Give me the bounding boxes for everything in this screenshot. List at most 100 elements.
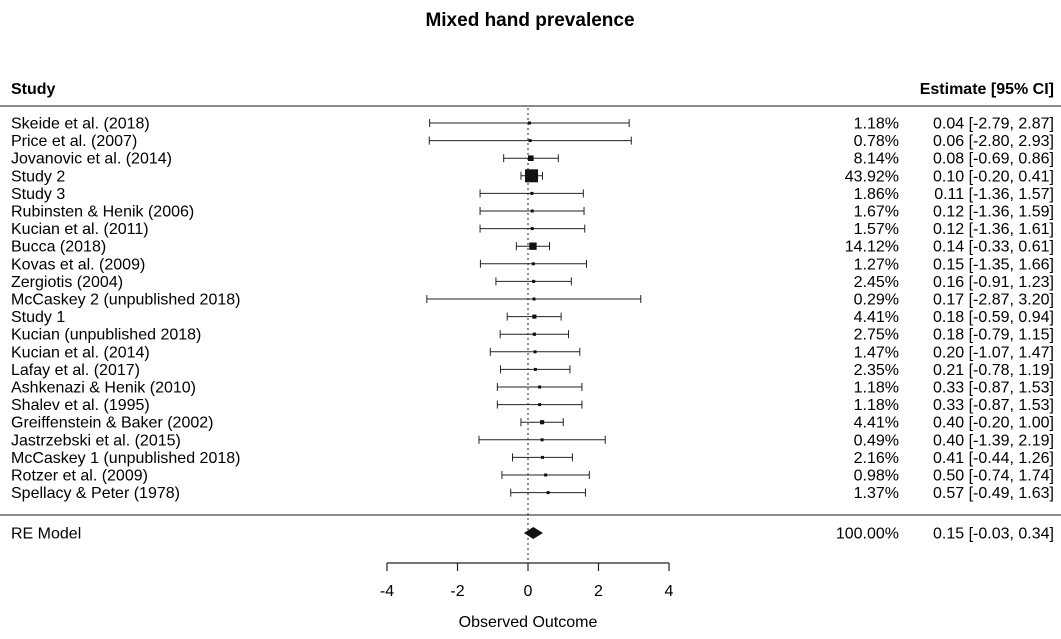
study-name: Study 1 xyxy=(11,309,65,326)
point-estimate xyxy=(529,242,537,250)
study-estimate: 0.08 [-0.69, 0.86] xyxy=(933,151,1054,168)
x-tick-label: 4 xyxy=(665,583,674,600)
study-estimate: 0.14 [-0.33, 0.61] xyxy=(933,239,1054,256)
study-row: Ashkenazi & Henik (2010) 1.18% 0.33 [-0.87… xyxy=(11,380,1054,397)
point-estimate xyxy=(532,279,536,283)
study-name: McCaskey 1 (unpublished 2018) xyxy=(11,450,240,467)
study-weight: 2.16% xyxy=(854,450,899,467)
x-tick-label: 0 xyxy=(524,583,533,600)
study-estimate: 0.41 [-0.44, 1.26] xyxy=(933,450,1054,467)
study-name: Jovanovic et al. (2014) xyxy=(11,151,172,168)
study-name: Greiffenstein & Baker (2002) xyxy=(11,415,213,432)
point-estimate xyxy=(525,169,539,183)
study-estimate: 0.33 [-0.87, 1.53] xyxy=(933,397,1054,414)
study-row: Jastrzebski et al. (2015) 0.49% 0.40 [-1.3… xyxy=(11,432,1054,449)
point-estimate xyxy=(531,262,535,266)
study-estimate: 0.40 [-1.39, 2.19] xyxy=(933,432,1054,449)
study-row: Rotzer et al. (2009) 0.98% 0.50 [-0.74, 1.… xyxy=(11,468,1054,485)
point-estimate xyxy=(533,350,537,354)
study-row: Bucca (2018) 14.12% 0.14 [-0.33, 0.61] xyxy=(11,239,1054,256)
study-name: Bucca (2018) xyxy=(11,239,106,256)
study-name: McCaskey 2 (unpublished 2018) xyxy=(11,292,240,309)
study-weight: 0.98% xyxy=(854,468,899,485)
study-weight: 1.86% xyxy=(854,186,899,203)
study-name: Zergiotis (2004) xyxy=(11,274,123,291)
study-estimate: 0.12 [-1.36, 1.59] xyxy=(933,204,1054,221)
study-row: Jovanovic et al. (2014) 8.14% 0.08 [-0.69,… xyxy=(11,151,1054,168)
summary-weight: 100.00% xyxy=(836,526,899,543)
study-weight: 1.18% xyxy=(854,397,899,414)
study-name: Price et al. (2007) xyxy=(11,133,137,150)
x-axis-label: Observed Outcome xyxy=(459,614,598,631)
point-estimate xyxy=(530,227,534,231)
point-estimate xyxy=(528,139,532,143)
study-estimate: 0.20 [-1.07, 1.47] xyxy=(933,344,1054,361)
study-row: Kucian et al. (2014) 1.47% 0.20 [-1.07, 1.… xyxy=(11,344,1054,361)
point-estimate xyxy=(530,209,534,213)
x-axis: -4 -2 0 2 4 xyxy=(380,562,674,600)
point-estimate xyxy=(540,420,545,425)
study-estimate: 0.18 [-0.79, 1.15] xyxy=(933,327,1054,344)
study-row: Kovas et al. (2009) 1.27% 0.15 [-1.35, 1.6… xyxy=(11,256,1054,273)
study-name: Rubinsten & Henik (2006) xyxy=(11,204,194,221)
study-estimate: 0.10 [-0.20, 0.41] xyxy=(933,168,1054,185)
study-row: Lafay et al. (2017) 2.35% 0.21 [-0.78, 1.1… xyxy=(11,362,1054,379)
study-row: Zergiotis (2004) 2.45% 0.16 [-0.91, 1.23] xyxy=(11,274,1054,291)
point-estimate xyxy=(530,191,534,195)
study-weight: 1.47% xyxy=(854,344,899,361)
study-name: Shalev et al. (1995) xyxy=(11,397,150,414)
study-row: Spellacy & Peter (1978) 1.37% 0.57 [-0.49,… xyxy=(11,485,1054,502)
study-name: Study 3 xyxy=(11,186,65,203)
study-weight: 0.49% xyxy=(854,432,899,449)
study-row: Rubinsten & Henik (2006) 1.67% 0.12 [-1.36… xyxy=(11,204,1054,221)
point-estimate xyxy=(532,297,536,301)
study-row: Greiffenstein & Baker (2002) 4.41% 0.40 [-… xyxy=(11,415,1054,432)
point-estimate xyxy=(538,403,542,407)
study-estimate: 0.16 [-0.91, 1.23] xyxy=(933,274,1054,291)
study-row: McCaskey 2 (unpublished 2018) 0.29% 0.17 [… xyxy=(11,292,1054,309)
point-estimate xyxy=(527,121,531,125)
study-name: Kucian et al. (2011) xyxy=(11,221,149,238)
study-estimate: 0.17 [-2.87, 3.20] xyxy=(933,292,1054,309)
study-row: Kucian et al. (2011) 1.57% 0.12 [-1.36, 1.… xyxy=(11,221,1054,238)
study-estimate: 0.57 [-0.49, 1.63] xyxy=(933,485,1054,502)
x-tick-label: 2 xyxy=(594,583,603,600)
study-name: Skeide et al. (2018) xyxy=(11,116,150,133)
x-tick-label: -2 xyxy=(450,583,464,600)
estimate-column-header: Estimate [95% CI] xyxy=(920,81,1054,98)
study-weight: 1.57% xyxy=(854,221,899,238)
study-estimate: 0.06 [-2.80, 2.93] xyxy=(933,133,1054,150)
point-estimate xyxy=(544,473,548,477)
study-name: Spellacy & Peter (1978) xyxy=(11,485,180,502)
summary-diamond xyxy=(523,527,543,539)
study-weight: 2.45% xyxy=(854,274,899,291)
study-estimate: 0.21 [-0.78, 1.19] xyxy=(933,362,1054,379)
study-weight: 1.67% xyxy=(854,204,899,221)
study-weight: 1.37% xyxy=(854,485,899,502)
study-name: Rotzer et al. (2009) xyxy=(11,468,148,485)
study-name: Kucian et al. (2014) xyxy=(11,344,150,361)
study-name: Jastrzebski et al. (2015) xyxy=(11,432,181,449)
study-row: Skeide et al. (2018) 1.18% 0.04 [-2.79, 2.… xyxy=(11,116,1054,133)
study-estimate: 0.40 [-0.20, 1.00] xyxy=(933,415,1054,432)
study-weight: 0.78% xyxy=(854,133,899,150)
summary-row: RE Model 100.00% 0.15 [-0.03, 0.34] xyxy=(11,526,1054,543)
study-weight: 8.14% xyxy=(854,151,899,168)
summary-name: RE Model xyxy=(11,526,81,543)
study-weight: 43.92% xyxy=(845,168,899,185)
study-weight: 14.12% xyxy=(845,239,899,256)
study-weight: 1.18% xyxy=(854,116,899,133)
point-estimate xyxy=(528,155,534,161)
study-weight: 1.27% xyxy=(854,256,899,273)
study-name: Lafay et al. (2017) xyxy=(11,362,140,379)
study-weight: 2.75% xyxy=(854,327,899,344)
study-weight: 4.41% xyxy=(854,309,899,326)
point-estimate xyxy=(533,367,537,371)
study-estimate: 0.12 [-1.36, 1.61] xyxy=(933,221,1054,238)
study-weight: 2.35% xyxy=(854,362,899,379)
study-name: Kucian (unpublished 2018) xyxy=(11,327,201,344)
point-estimate xyxy=(532,314,537,319)
point-estimate xyxy=(540,455,544,459)
point-estimate xyxy=(540,438,544,442)
